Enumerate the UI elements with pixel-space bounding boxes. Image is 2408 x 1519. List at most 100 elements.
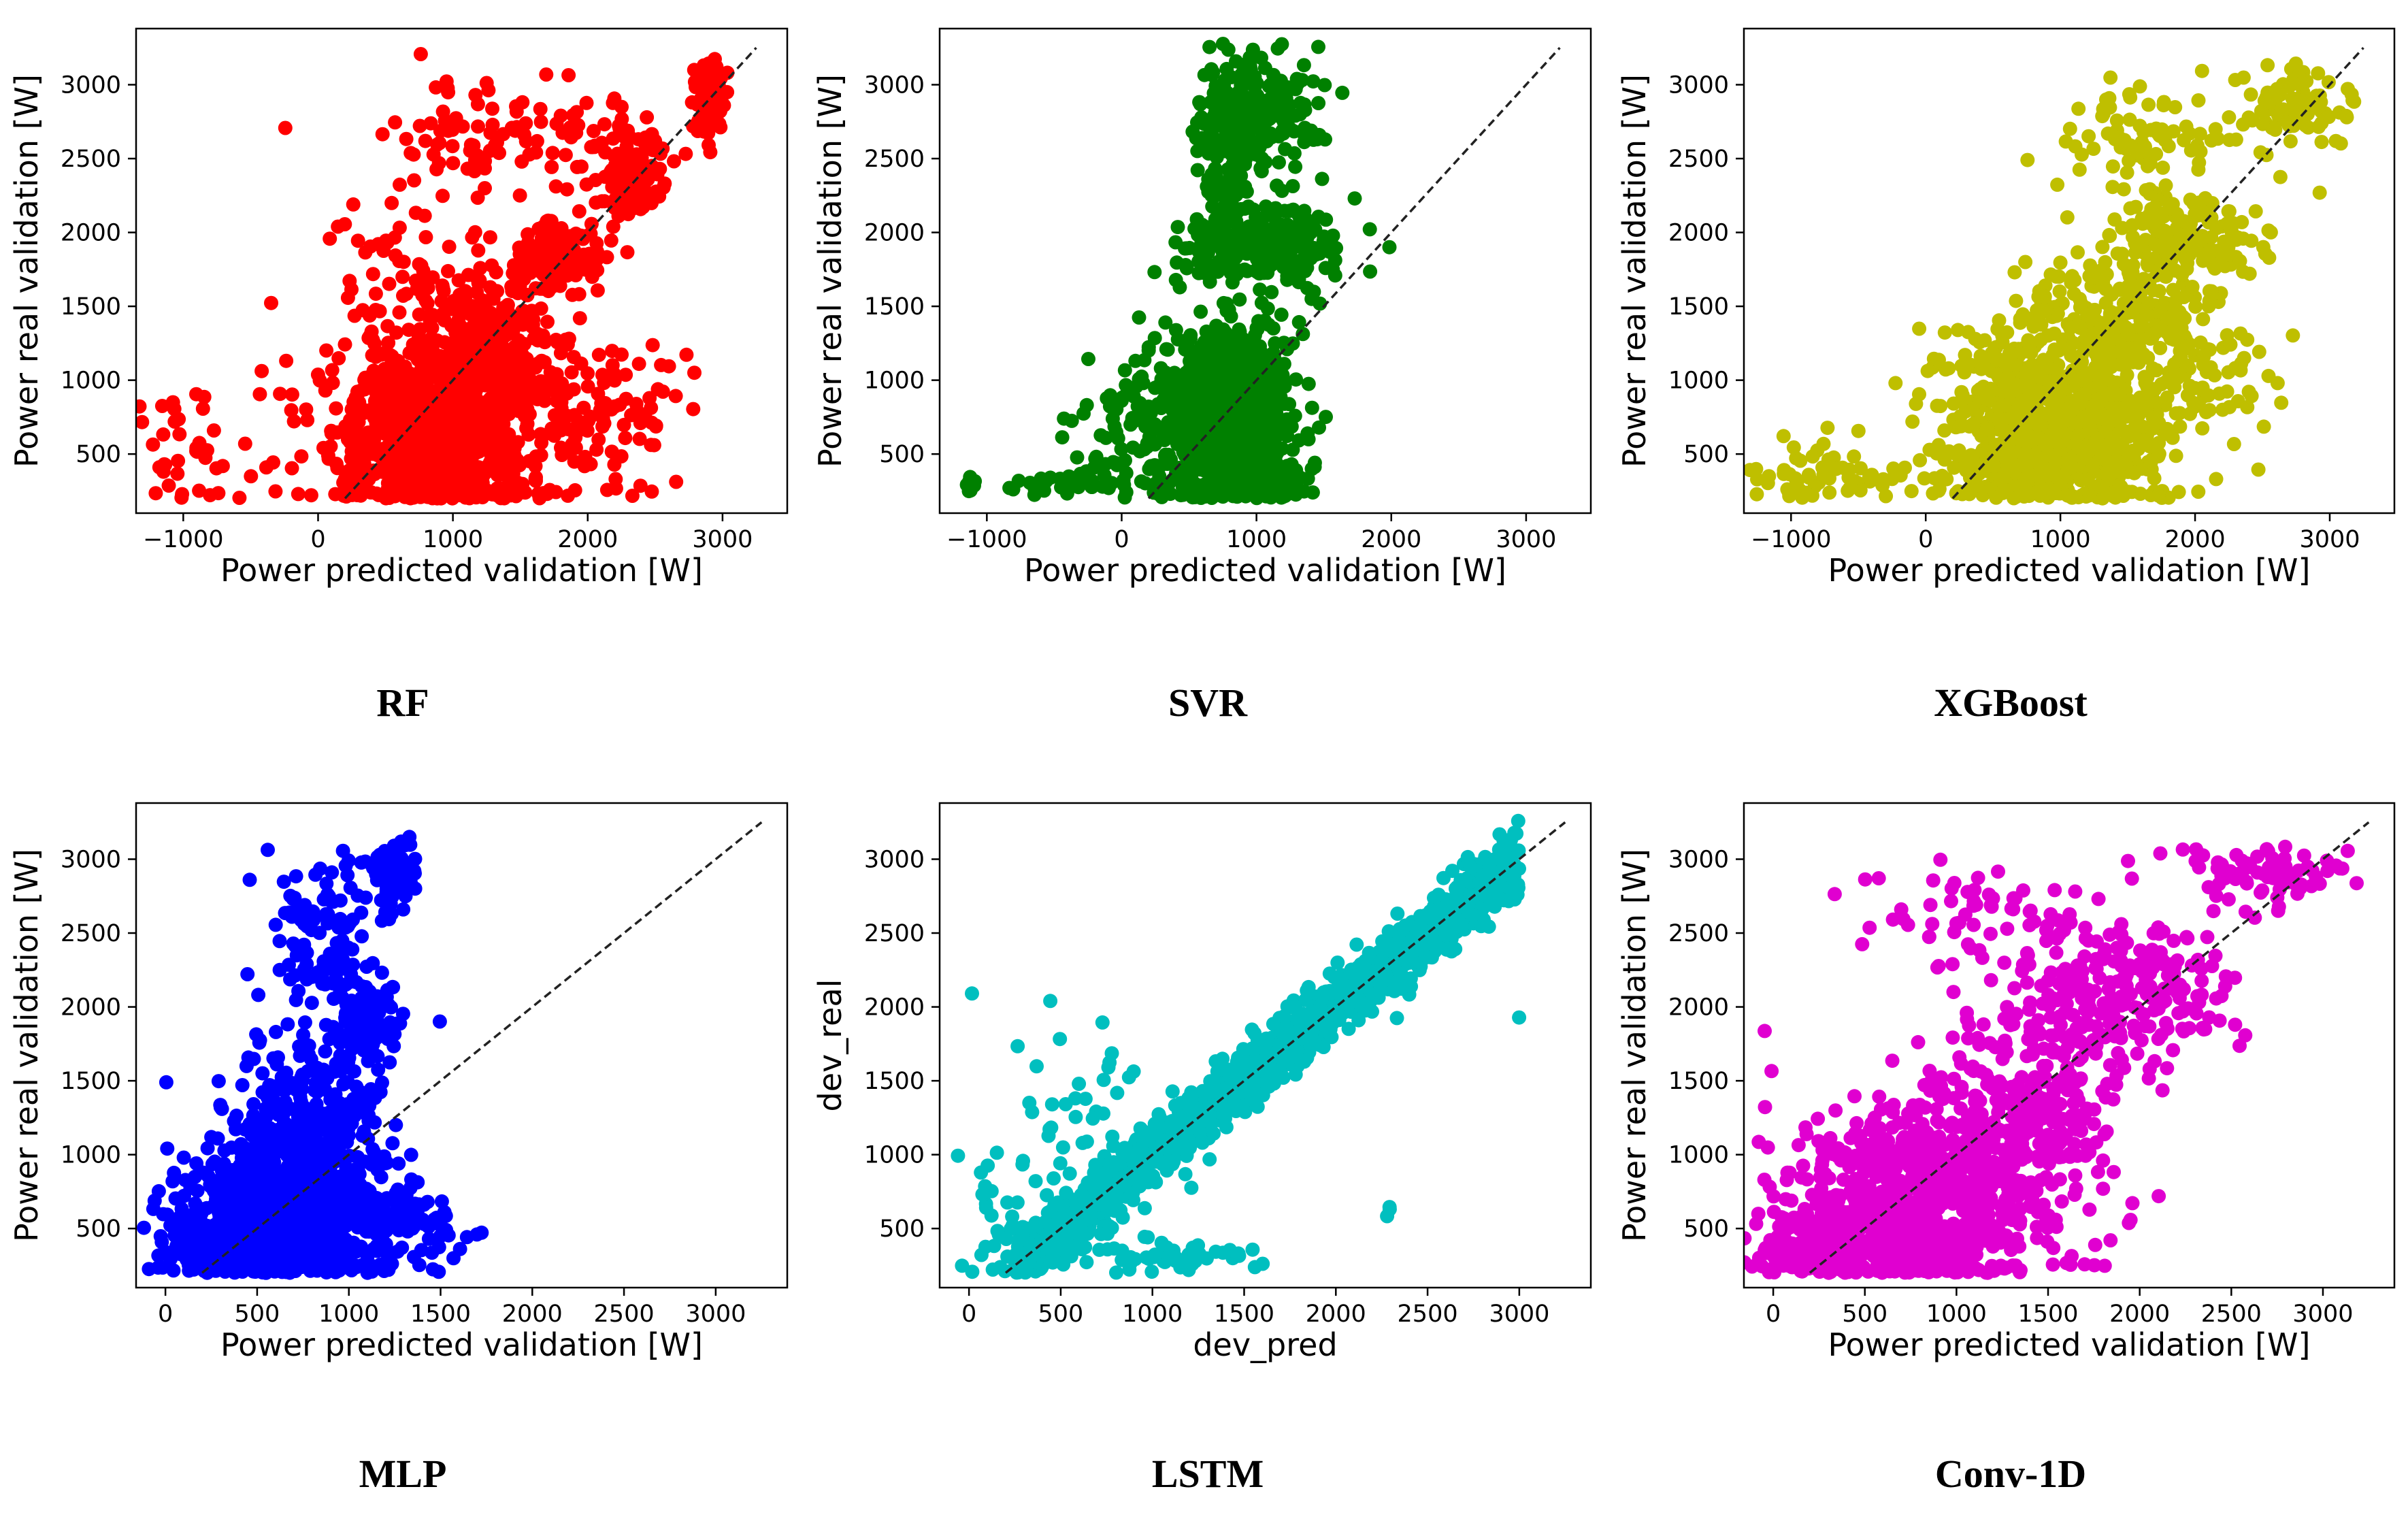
data-point xyxy=(550,408,565,423)
data-point xyxy=(528,472,543,487)
data-point xyxy=(1206,414,1221,429)
data-point xyxy=(605,344,620,359)
data-point xyxy=(2081,309,2096,324)
data-point xyxy=(1229,403,1244,418)
data-point xyxy=(1134,474,1149,489)
data-point xyxy=(480,436,495,451)
data-point xyxy=(486,287,501,302)
data-point xyxy=(516,317,530,332)
data-point xyxy=(377,361,392,376)
data-point xyxy=(2136,125,2151,140)
data-point xyxy=(2298,118,2313,133)
data-point xyxy=(390,461,405,476)
data-point xyxy=(2098,485,2113,500)
data-point xyxy=(561,444,576,459)
data-point xyxy=(2221,204,2236,218)
data-point xyxy=(1941,361,1956,376)
data-point xyxy=(2050,306,2065,321)
data-point xyxy=(442,451,456,466)
data-point xyxy=(412,118,427,133)
data-point xyxy=(451,467,466,482)
data-point xyxy=(620,245,635,260)
data-point xyxy=(567,483,582,497)
data-point xyxy=(2063,451,2078,466)
data-point xyxy=(368,287,383,301)
data-point xyxy=(399,131,414,146)
data-point xyxy=(2185,280,2200,294)
data-point xyxy=(418,230,433,244)
data-point xyxy=(1120,386,1134,401)
data-point xyxy=(2078,472,2093,487)
data-point xyxy=(1236,331,1251,346)
data-point xyxy=(1275,471,1290,486)
data-point xyxy=(1974,361,1989,376)
data-point xyxy=(432,135,447,150)
data-point xyxy=(619,368,633,382)
data-point xyxy=(418,344,433,359)
data-point xyxy=(485,117,500,132)
data-point xyxy=(1170,220,1185,235)
data-point xyxy=(1979,422,1994,437)
data-point xyxy=(1168,235,1183,250)
data-point xyxy=(1826,450,1841,465)
data-point xyxy=(648,419,663,434)
data-point xyxy=(1853,483,1868,497)
data-point xyxy=(1977,333,1992,348)
data-point xyxy=(1221,358,1236,373)
data-point xyxy=(380,381,395,396)
data-point xyxy=(508,343,523,358)
data-point xyxy=(2248,204,2263,218)
data-point xyxy=(2009,293,2024,308)
data-point xyxy=(565,108,580,122)
data-point xyxy=(414,455,429,470)
data-point xyxy=(1286,202,1301,217)
data-point xyxy=(1136,376,1151,391)
data-point xyxy=(1255,151,1270,166)
data-point xyxy=(963,483,978,498)
data-point xyxy=(1879,489,1894,504)
y-tick-label: 3000 xyxy=(864,71,925,99)
data-point xyxy=(1276,336,1291,350)
data-point xyxy=(325,376,340,390)
data-point xyxy=(547,274,562,289)
data-point xyxy=(2038,278,2053,293)
data-point xyxy=(1273,225,1288,240)
data-point xyxy=(1093,428,1108,443)
data-point xyxy=(606,95,621,110)
data-point xyxy=(535,256,550,271)
data-point xyxy=(579,95,594,110)
data-point xyxy=(442,429,457,444)
data-point xyxy=(631,357,646,372)
data-point xyxy=(2220,216,2234,231)
data-point xyxy=(1224,69,1239,84)
data-point xyxy=(1059,486,1074,501)
data-point xyxy=(2171,485,2186,500)
y-axis-label: Power real validation [W] xyxy=(812,74,848,468)
data-point xyxy=(167,414,182,429)
data-point xyxy=(1382,240,1397,255)
data-point xyxy=(1255,436,1270,451)
data-point xyxy=(512,188,527,203)
data-point xyxy=(1204,62,1219,77)
data-point xyxy=(1204,485,1219,499)
data-point xyxy=(486,316,500,331)
data-point xyxy=(1268,80,1282,95)
data-point xyxy=(1201,146,1216,161)
data-point xyxy=(1221,416,1236,431)
data-point xyxy=(392,423,407,438)
data-point xyxy=(486,346,501,361)
data-point xyxy=(1749,487,1764,502)
data-point xyxy=(337,337,352,352)
data-point xyxy=(1147,331,1162,346)
data-point xyxy=(2060,210,2075,225)
data-point xyxy=(170,466,185,481)
data-point xyxy=(1225,125,1240,140)
data-point xyxy=(472,273,487,288)
x-tick-label: 0 xyxy=(310,526,325,553)
data-point xyxy=(572,311,587,326)
data-point xyxy=(1816,436,1831,451)
data-point xyxy=(1257,100,1272,115)
data-point xyxy=(1999,483,2014,497)
data-point xyxy=(2270,82,2285,97)
